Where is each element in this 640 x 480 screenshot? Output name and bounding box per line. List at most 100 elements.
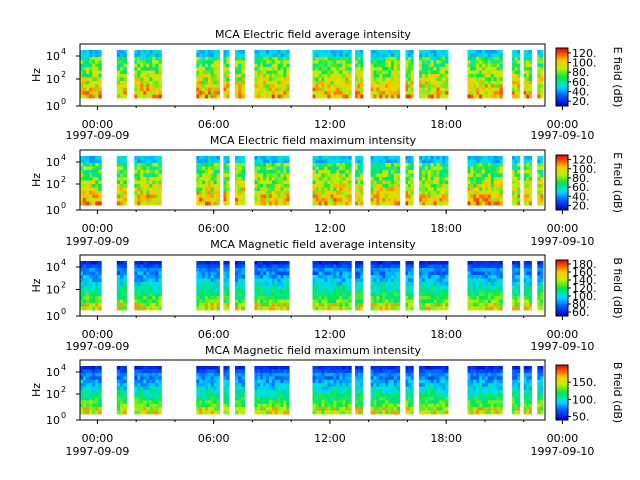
spectrogram-cell bbox=[202, 299, 206, 304]
spectrogram-cell bbox=[98, 386, 102, 391]
spectrogram-cell bbox=[202, 50, 206, 54]
spectrogram-cell bbox=[373, 271, 377, 276]
spectrogram-cell bbox=[436, 292, 440, 297]
spectrogram-cell bbox=[268, 180, 273, 185]
y-axis-label: Hz bbox=[30, 68, 43, 82]
spectrogram-cell bbox=[226, 289, 230, 293]
spectrogram-cell bbox=[393, 282, 398, 286]
spectrogram-cell bbox=[86, 159, 90, 164]
spectrogram-cell bbox=[427, 285, 432, 290]
spectrogram-cell bbox=[235, 366, 239, 370]
spectrogram-cell bbox=[393, 285, 398, 290]
spectrogram-cell bbox=[241, 275, 246, 279]
spectrogram-cell bbox=[134, 386, 138, 391]
spectrogram-cell bbox=[271, 268, 276, 272]
spectrogram-cell bbox=[526, 296, 530, 300]
spectrogram-cell bbox=[266, 299, 270, 304]
spectrogram-cell bbox=[254, 261, 258, 265]
spectrogram-cell bbox=[207, 177, 212, 181]
spectrogram-cell bbox=[120, 166, 124, 171]
spectrogram-cell bbox=[391, 198, 395, 202]
spectrogram-cell bbox=[241, 306, 246, 311]
spectrogram-cell bbox=[202, 410, 206, 415]
spectrogram-cell bbox=[445, 173, 449, 178]
spectrogram-cell bbox=[357, 191, 361, 195]
spectrogram-cell bbox=[355, 184, 359, 188]
spectrogram-cell bbox=[490, 60, 495, 65]
spectrogram-cell bbox=[202, 372, 206, 377]
colorbar-segment bbox=[556, 155, 568, 158]
spectrogram-cell bbox=[146, 170, 150, 174]
spectrogram-cell bbox=[379, 50, 383, 54]
spectrogram-cell bbox=[238, 264, 242, 269]
spectrogram-cell bbox=[540, 296, 544, 300]
spectrogram-cell bbox=[442, 177, 446, 181]
spectrogram-cell bbox=[427, 170, 432, 174]
spectrogram-cell bbox=[196, 91, 200, 95]
spectrogram-cell bbox=[263, 156, 267, 160]
spectrogram-cell bbox=[470, 80, 474, 85]
spectrogram-cell bbox=[216, 194, 220, 199]
spectrogram-cell bbox=[526, 299, 530, 304]
spectrogram-cell bbox=[116, 393, 121, 398]
spectrogram-cell bbox=[357, 289, 361, 293]
spectrogram-cell bbox=[540, 282, 544, 286]
spectrogram-cells bbox=[80, 156, 544, 206]
spectrogram-cell bbox=[379, 166, 383, 171]
spectrogram-cell bbox=[357, 67, 361, 71]
spectrogram-cell bbox=[286, 94, 290, 99]
spectrogram-cell bbox=[393, 275, 398, 279]
spectrogram-cell bbox=[430, 278, 434, 283]
spectrogram-cell bbox=[116, 159, 121, 164]
spectrogram-cell bbox=[496, 180, 500, 185]
spectrogram-cell bbox=[517, 264, 521, 269]
spectrogram-cell bbox=[370, 275, 374, 279]
spectrogram-cell bbox=[274, 292, 278, 297]
spectrogram-cell bbox=[523, 91, 527, 95]
spectrogram-cell bbox=[479, 94, 483, 99]
spectrogram-cell bbox=[493, 296, 497, 300]
spectrogram-cell bbox=[490, 80, 495, 85]
spectrogram-cell bbox=[277, 306, 281, 311]
spectrogram-cell bbox=[318, 201, 322, 206]
spectrogram-cell bbox=[134, 372, 138, 377]
spectrogram-cell bbox=[540, 264, 544, 269]
spectrogram-cell bbox=[345, 170, 349, 174]
colorbar-tick-label: 20. bbox=[572, 199, 590, 212]
spectrogram-cell bbox=[257, 278, 261, 283]
spectrogram-cell bbox=[445, 67, 449, 71]
spectrogram-cell bbox=[427, 187, 432, 192]
spectrogram-cell bbox=[266, 285, 270, 290]
spectrogram-cell bbox=[202, 166, 206, 171]
colorbar-segment bbox=[556, 189, 568, 193]
spectrogram-cell bbox=[436, 70, 440, 75]
spectrogram-cell bbox=[143, 177, 147, 181]
spectrogram-cell bbox=[223, 390, 227, 394]
spectrogram-cell bbox=[517, 201, 521, 206]
spectrogram-cell bbox=[263, 292, 267, 297]
spectrogram-cell bbox=[202, 74, 206, 78]
spectrogram-cell bbox=[357, 94, 361, 99]
colorbar-segment bbox=[556, 173, 568, 176]
spectrogram-cell bbox=[149, 299, 153, 304]
spectrogram-cell bbox=[405, 278, 409, 283]
spectrogram-cell bbox=[223, 194, 227, 199]
spectrogram-cell bbox=[324, 74, 328, 78]
spectrogram-cell bbox=[370, 184, 374, 188]
spectrogram-cell bbox=[473, 80, 477, 85]
y-axis-label: Hz bbox=[30, 173, 43, 187]
spectrogram-cell bbox=[405, 166, 409, 171]
spectrogram-cell bbox=[152, 173, 156, 178]
spectrogram-cell bbox=[263, 184, 267, 188]
spectrogram-cell bbox=[266, 50, 270, 54]
x-tick-label: 18:00 bbox=[430, 328, 462, 341]
spectrogram-cell bbox=[360, 264, 364, 269]
spectrogram-cell bbox=[410, 77, 414, 82]
spectrogram-cell bbox=[120, 268, 124, 272]
spectrogram-cell bbox=[83, 191, 87, 195]
spectrogram-cell bbox=[120, 74, 124, 78]
spectrogram-cell bbox=[467, 166, 471, 171]
spectrogram-cell bbox=[391, 299, 395, 304]
spectrogram-cell bbox=[327, 84, 331, 89]
spectrogram-cell bbox=[140, 278, 144, 283]
